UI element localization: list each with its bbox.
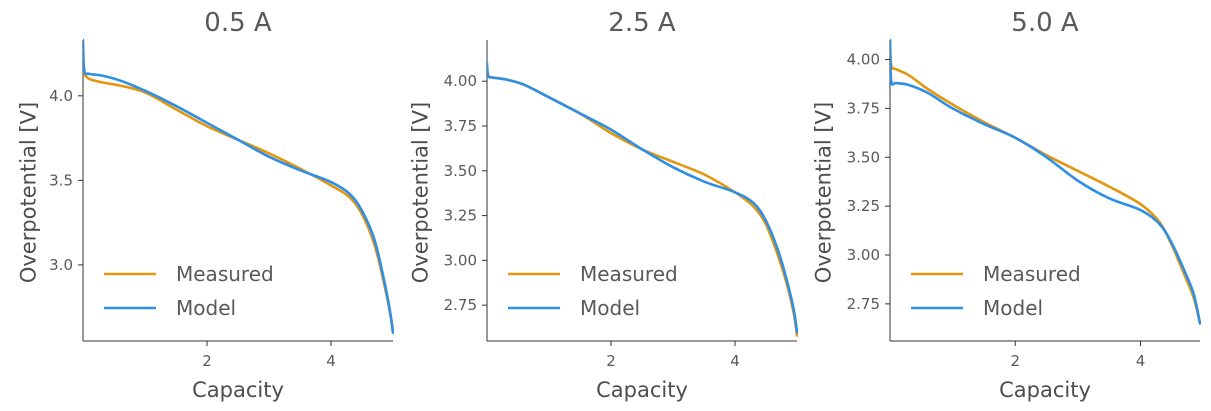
x-tick-label: 4	[1136, 352, 1146, 370]
y-tick-label: 2.75	[847, 295, 880, 313]
x-tick-label: 2	[606, 352, 616, 370]
series-line-model	[890, 38, 1201, 325]
legend-label-measured: Measured	[176, 262, 274, 286]
series-line-model	[83, 38, 394, 334]
chart-title: 2.5 A	[608, 8, 676, 38]
legend: Measured Model	[104, 262, 274, 320]
x-axis-label: Capacity	[596, 378, 688, 402]
y-tick-label: 3.75	[444, 117, 477, 135]
legend-label-measured: Measured	[580, 262, 678, 286]
x-axis-label: Capacity	[192, 378, 284, 402]
y-tick-label: 3.0	[49, 256, 73, 274]
y-tick-label: 3.00	[444, 251, 477, 269]
series-line-measured	[487, 69, 798, 337]
legend-label-model: Model	[176, 296, 236, 320]
legend-label-model: Model	[983, 296, 1043, 320]
legend-label-model: Model	[580, 296, 640, 320]
y-axis-label: Overpotential [V]	[408, 102, 432, 283]
y-tick-label: 3.50	[444, 162, 477, 180]
y-tick-label: 3.50	[847, 148, 880, 166]
y-tick-label: 2.75	[444, 296, 477, 314]
y-tick-label: 4.00	[444, 72, 477, 90]
x-tick-label: 4	[730, 352, 740, 370]
y-tick-label: 3.25	[847, 197, 880, 215]
chart-title: 0.5 A	[204, 8, 272, 38]
x-axis-label: Capacity	[999, 378, 1091, 402]
y-tick-label: 3.75	[847, 99, 880, 117]
chart-title: 5.0 A	[1011, 8, 1079, 38]
y-tick-label: 3.5	[49, 171, 73, 189]
y-axis-label: Overpotential [V]	[811, 102, 835, 283]
legend: Measured Model	[911, 262, 1081, 320]
y-tick-label: 3.25	[444, 207, 477, 225]
x-tick-label: 2	[202, 352, 212, 370]
x-tick-label: 2	[1010, 352, 1020, 370]
chart-panel-3: 5.0 A 2 4 2.75 3.00 3.25 3.50 3.75 4.00 Capacity O…	[811, 8, 1201, 402]
y-axis-label: Overpotential [V]	[16, 102, 40, 283]
y-tick-label: 4.00	[847, 51, 880, 69]
series-line-model	[487, 61, 798, 334]
y-tick-label: 3.00	[847, 246, 880, 264]
chart-panel-2: 2.5 A 2 4 2.75 3.00 3.25 3.50 3.75 4.00 Capacity O…	[408, 8, 798, 402]
legend: Measured Model	[508, 262, 678, 320]
x-tick-label: 4	[326, 352, 336, 370]
y-tick-label: 4.0	[49, 87, 73, 105]
series-line-measured	[83, 69, 394, 334]
legend-label-measured: Measured	[983, 262, 1081, 286]
chart-panel-1: 0.5 A 2 4 3.0 3.5 4.0 Capacity Overpotential [V…	[16, 8, 394, 402]
